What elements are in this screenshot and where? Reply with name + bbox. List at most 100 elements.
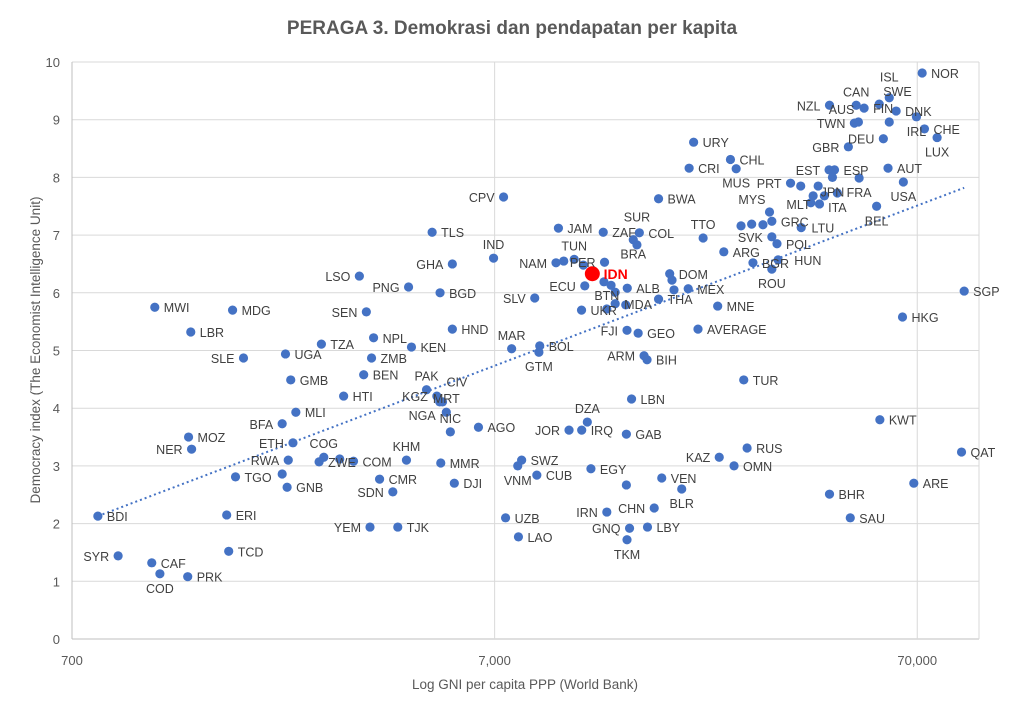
data-point-gtm (534, 347, 544, 357)
x-tick-label: 70,000 (897, 653, 937, 668)
data-label: JOR (535, 424, 560, 438)
data-label: LUX (925, 146, 950, 160)
y-axis-label: Democracy index (The Economist Intellige… (28, 197, 43, 504)
data-point-tur (739, 375, 749, 385)
data-point-mdg (227, 305, 238, 315)
data-point-unlabeled (599, 277, 609, 287)
point-marker (819, 191, 829, 201)
data-label: SEN (332, 306, 358, 320)
data-label: IRQ (591, 424, 614, 438)
point-marker (884, 93, 894, 103)
data-label: ITA (828, 201, 847, 215)
point-marker (551, 258, 561, 268)
data-label: ARE (923, 477, 949, 491)
data-label: ZAF (612, 226, 636, 240)
point-marker (150, 302, 160, 312)
data-label: LAO (527, 531, 552, 545)
data-point-cmr (374, 474, 385, 484)
data-point-idn (584, 266, 600, 282)
data-point-unlabeled (806, 198, 816, 208)
point-marker (796, 181, 806, 191)
data-point-eth (288, 438, 298, 448)
y-tick-label: 4 (53, 401, 60, 416)
data-point-yem (365, 522, 375, 532)
point-marker (578, 260, 588, 270)
point-marker (874, 99, 884, 109)
data-point-mys (764, 207, 775, 217)
point-marker (606, 280, 616, 290)
x-tick-label: 700 (61, 653, 83, 668)
point-marker (449, 478, 459, 488)
data-label: ZWE (328, 456, 356, 470)
data-label: PNG (372, 281, 399, 295)
point-marker (436, 458, 446, 468)
point-marker (824, 100, 835, 110)
point-marker (773, 255, 783, 265)
data-label: PER (570, 256, 596, 270)
data-label: NZL (797, 99, 821, 113)
point-marker (624, 523, 635, 533)
data-point-sen (361, 307, 371, 317)
point-marker (767, 216, 777, 226)
data-label: CRI (698, 162, 720, 176)
data-point-bih (642, 355, 652, 365)
point-marker (884, 117, 894, 127)
point-marker (186, 327, 196, 337)
point-marker (473, 422, 484, 432)
data-point-grc (767, 216, 777, 226)
point-marker (622, 283, 632, 293)
data-label: TLS (441, 226, 464, 240)
point-marker (719, 247, 729, 257)
data-point-sgp (959, 286, 969, 296)
data-label: PRK (197, 571, 223, 585)
data-point-unlabeled (335, 454, 345, 464)
data-label: TWN (817, 117, 845, 131)
data-point-mlt (814, 199, 825, 209)
data-label: CUB (546, 469, 572, 483)
point-marker (714, 452, 724, 462)
data-label: MWI (164, 301, 190, 315)
point-marker (584, 266, 600, 282)
point-marker (649, 503, 659, 513)
point-marker (827, 172, 838, 182)
point-marker (286, 375, 296, 385)
data-label: ALB (636, 282, 660, 296)
data-point-unlabeled (813, 181, 823, 191)
data-label: IDN (604, 266, 628, 282)
data-label: IND (483, 238, 505, 252)
data-point-cri (684, 163, 694, 173)
point-marker (872, 201, 882, 211)
data-point-tls (427, 227, 437, 237)
point-marker (634, 228, 644, 238)
point-marker (698, 233, 708, 243)
data-point-mwi (150, 302, 160, 312)
data-label: SAU (859, 512, 885, 526)
data-point-tun (569, 254, 579, 264)
point-marker (93, 511, 103, 521)
data-label: JPN (821, 185, 845, 199)
y-tick-label: 3 (53, 459, 60, 474)
data-label: NAM (519, 257, 547, 271)
data-label: ARG (733, 246, 760, 260)
point-marker (621, 429, 631, 439)
point-marker (580, 281, 590, 291)
point-marker (147, 558, 157, 568)
point-marker (622, 325, 632, 335)
data-point-sur (632, 240, 642, 250)
data-point-mmr (436, 458, 446, 468)
data-point-lby (642, 522, 653, 532)
data-point-gnq (624, 523, 635, 533)
point-marker (230, 472, 241, 482)
data-point-tjk (393, 522, 403, 532)
point-marker (339, 391, 349, 401)
data-point-unlabeled (667, 275, 677, 285)
data-label: COG (310, 437, 338, 451)
y-tick-label: 7 (53, 228, 60, 243)
data-label: MMR (450, 457, 480, 471)
point-marker (883, 163, 893, 173)
point-marker (689, 137, 699, 147)
point-marker (829, 165, 840, 175)
data-label: ISL (880, 71, 899, 85)
data-point-lao (513, 532, 524, 542)
data-label: BWA (668, 193, 697, 207)
